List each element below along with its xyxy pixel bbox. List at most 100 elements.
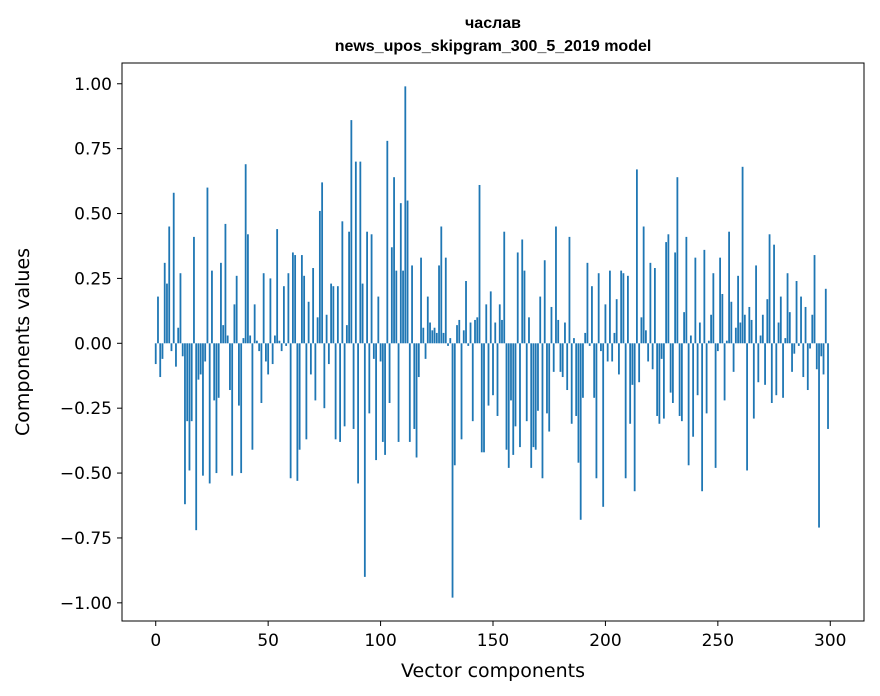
bar-component-91 xyxy=(359,161,362,344)
bar-component-292 xyxy=(811,314,814,344)
bar-component-149 xyxy=(489,291,492,344)
bar-component-111 xyxy=(404,86,407,344)
bar-component-124 xyxy=(433,327,436,344)
bar-component-101 xyxy=(381,343,384,442)
bar-component-10 xyxy=(177,327,180,344)
bar-component-88 xyxy=(352,343,355,429)
bar-component-288 xyxy=(802,343,805,378)
bar-component-186 xyxy=(573,338,575,344)
bar-component-174 xyxy=(546,343,548,414)
bar-component-176 xyxy=(550,306,553,344)
bar-component-110 xyxy=(402,270,404,344)
bar-component-211 xyxy=(629,343,632,424)
bar-component-112 xyxy=(406,200,409,344)
bar-component-108 xyxy=(397,343,400,442)
bar-component-265 xyxy=(750,319,753,344)
bar-component-263 xyxy=(746,343,748,471)
bar-component-20 xyxy=(199,343,202,375)
bar-component-55 xyxy=(278,340,281,344)
bar-component-9 xyxy=(175,343,177,367)
bar-component-253 xyxy=(723,343,726,401)
bar-component-22 xyxy=(204,343,207,362)
bar-component-233 xyxy=(678,343,681,416)
bar-component-196 xyxy=(595,343,598,479)
bar-component-130 xyxy=(447,343,449,346)
y-tick-label: 0.00 xyxy=(74,334,112,354)
bar-component-180 xyxy=(559,343,562,372)
bar-component-171 xyxy=(539,296,542,344)
bar-component-36 xyxy=(235,275,238,344)
bar-component-144 xyxy=(478,184,481,344)
bar-component-258 xyxy=(734,327,737,344)
bar-component-299 xyxy=(827,343,829,429)
bar-component-121 xyxy=(426,296,429,344)
bar-component-11 xyxy=(179,273,182,344)
bar-component-264 xyxy=(748,306,751,344)
bar-component-53 xyxy=(274,335,276,344)
y-tick-label: −0.75 xyxy=(60,529,112,549)
bar-component-275 xyxy=(773,244,775,344)
bar-component-296 xyxy=(820,343,823,357)
bar-component-12 xyxy=(181,343,184,357)
bar-component-191 xyxy=(584,332,587,344)
bar-component-164 xyxy=(523,270,526,344)
chart-title: часлав xyxy=(465,15,521,32)
bar-component-294 xyxy=(815,343,818,370)
bar-component-259 xyxy=(737,275,739,344)
bar-component-23 xyxy=(206,187,209,344)
bar-component-234 xyxy=(680,343,683,422)
bar-component-28 xyxy=(217,343,220,398)
bar-component-282 xyxy=(788,312,791,344)
bar-component-136 xyxy=(460,343,463,440)
bar-component-194 xyxy=(591,286,593,344)
bar-component-260 xyxy=(739,322,742,344)
bar-component-245 xyxy=(705,343,708,414)
bar-component-276 xyxy=(775,343,778,396)
bar-component-16 xyxy=(190,343,193,422)
bar-component-223 xyxy=(656,343,659,416)
bar-component-161 xyxy=(516,252,519,344)
bar-component-160 xyxy=(514,343,517,427)
bar-component-247 xyxy=(710,314,712,344)
bar-component-155 xyxy=(503,231,506,344)
bar-component-227 xyxy=(665,242,668,344)
bar-component-32 xyxy=(226,335,229,344)
bar-component-69 xyxy=(309,343,312,375)
bar-component-273 xyxy=(768,234,771,344)
y-tick-label: −1.00 xyxy=(60,594,112,614)
bar-component-173 xyxy=(543,260,546,344)
bar-component-74 xyxy=(321,182,324,344)
bar-component-87 xyxy=(350,120,353,344)
bar-component-71 xyxy=(314,343,317,401)
bar-component-44 xyxy=(253,304,256,344)
bar-component-96 xyxy=(370,234,373,344)
bar-component-123 xyxy=(431,330,434,344)
bar-component-162 xyxy=(519,343,521,448)
bar-component-163 xyxy=(521,239,524,344)
y-tick-label: −0.50 xyxy=(60,464,112,484)
bar-component-75 xyxy=(323,343,326,409)
bar-component-14 xyxy=(186,343,189,422)
bar-component-84 xyxy=(343,343,346,427)
bar-component-204 xyxy=(613,332,616,344)
bar-component-262 xyxy=(743,314,746,344)
bar-component-201 xyxy=(606,343,609,362)
bar-component-98 xyxy=(375,343,377,461)
bar-component-209 xyxy=(624,343,627,479)
bar-component-63 xyxy=(296,343,299,481)
bar-component-178 xyxy=(555,226,557,344)
bar-component-26 xyxy=(213,343,216,401)
bar-component-148 xyxy=(487,343,490,406)
bar-component-13 xyxy=(184,343,186,505)
bar-component-220 xyxy=(649,262,652,344)
bar-component-240 xyxy=(694,257,697,344)
bar-component-95 xyxy=(368,343,371,414)
bar-component-255 xyxy=(728,231,730,344)
bar-component-268 xyxy=(757,343,760,383)
bar-component-229 xyxy=(669,343,672,393)
bar-component-42 xyxy=(249,335,252,344)
bar-component-256 xyxy=(730,301,733,344)
bar-component-65 xyxy=(300,255,303,344)
bar-component-80 xyxy=(334,343,337,440)
bar-component-120 xyxy=(424,343,427,359)
